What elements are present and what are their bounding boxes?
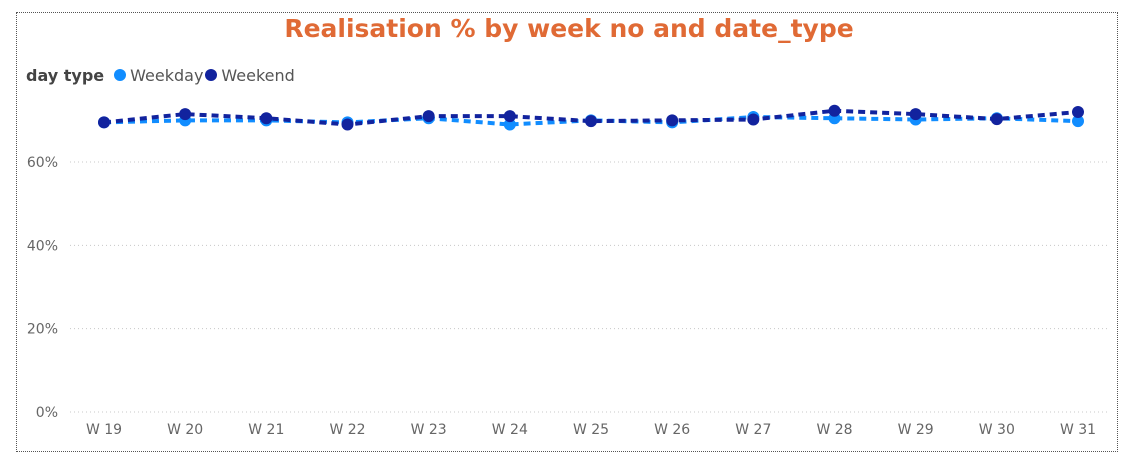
x-tick-label: W 25 [573, 422, 609, 438]
data-point-weekend[interactable] [666, 114, 679, 127]
data-point-weekend[interactable] [503, 110, 516, 123]
data-point-weekend[interactable] [909, 108, 922, 121]
legend-marker-weekend [205, 69, 218, 81]
x-tick-label: W 27 [735, 422, 771, 438]
data-point-weekend[interactable] [747, 113, 760, 126]
x-tick-label: W 24 [492, 422, 528, 438]
data-point-weekend[interactable] [585, 115, 597, 128]
x-tick-label: W 22 [329, 422, 365, 438]
data-point-weekend[interactable] [98, 116, 110, 129]
legend-marker-weekday [114, 69, 127, 81]
axis-labels: 0% 20% 40% 60% W 19 W 20 W 21 W 22 W 23 W 24 W 25 W… [27, 155, 1096, 438]
x-tick-label: W 20 [167, 422, 203, 438]
chart-frame [16, 12, 1118, 452]
data-point-weekend[interactable] [260, 112, 273, 125]
x-tick-label: W 28 [816, 422, 852, 438]
y-tick-label: 60% [27, 155, 58, 171]
legend-label-weekend: Weekend [221, 65, 295, 85]
y-tick-label: 40% [27, 238, 58, 254]
data-point-weekend[interactable] [1072, 105, 1084, 118]
chart-title: Realisation % by week no and date_type [284, 14, 854, 43]
x-tick-label: W 31 [1060, 422, 1096, 438]
series [98, 104, 1084, 131]
legend-label-weekday: Weekday [130, 65, 204, 85]
legend: day type Weekday Weekend [26, 65, 297, 85]
data-point-weekday[interactable] [503, 118, 516, 131]
data-point-weekend[interactable] [422, 110, 435, 123]
x-tick-label: W 29 [898, 422, 934, 438]
x-tick-label: W 30 [979, 422, 1015, 438]
x-tick-label: W 21 [248, 422, 284, 438]
legend-title: day type [26, 65, 105, 85]
data-point-weekend[interactable] [990, 113, 1003, 126]
data-point-weekday[interactable] [1072, 115, 1084, 128]
legend-item-weekday[interactable]: Weekday [114, 66, 203, 85]
y-tick-label: 0% [36, 405, 58, 421]
data-point-weekend[interactable] [341, 118, 354, 131]
x-tick-label: W 23 [411, 422, 447, 438]
legend-item-weekend[interactable]: Weekend [205, 65, 295, 85]
x-tick-label: W 19 [86, 422, 122, 438]
data-point-weekend[interactable] [828, 104, 841, 117]
data-point-weekend[interactable] [179, 108, 192, 121]
gridlines [70, 161, 1110, 413]
x-tick-label: W 26 [654, 422, 690, 438]
y-tick-label: 20% [27, 322, 58, 338]
